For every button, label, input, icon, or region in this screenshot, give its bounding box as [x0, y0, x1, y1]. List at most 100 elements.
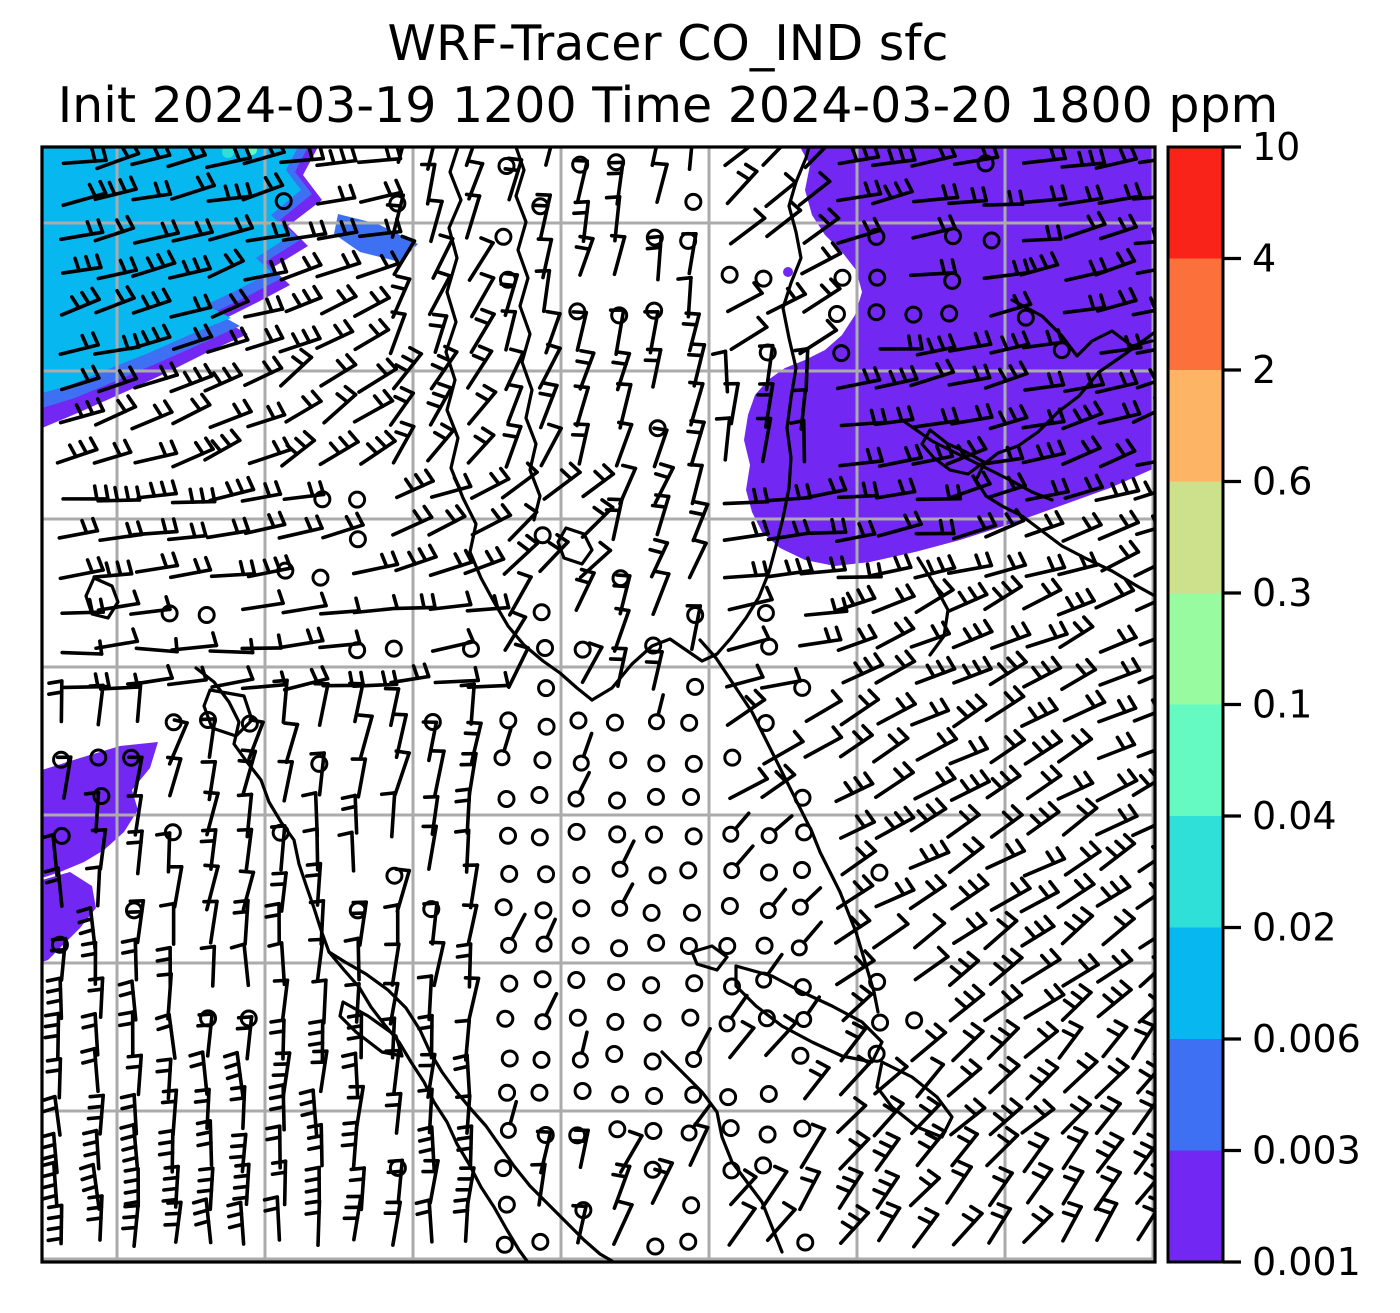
- barb-staff: [948, 959, 981, 988]
- barb-staff: [1096, 742, 1137, 761]
- coastline-east-coast-lowland: [698, 638, 880, 1014]
- barb-staff: [537, 1162, 547, 1207]
- barb-feather: [1114, 582, 1126, 597]
- barb-staff: [1063, 382, 1105, 394]
- barb-staff: [1095, 814, 1139, 837]
- barb-staff: [58, 343, 100, 357]
- light-wind-stick: [729, 993, 749, 1020]
- station-circle: [499, 1121, 517, 1139]
- barb-staff: [168, 757, 183, 798]
- barb-staff: [389, 791, 397, 839]
- barb-feather: [962, 842, 976, 856]
- barb-feather: [602, 463, 616, 476]
- barb-feather: [158, 1128, 175, 1135]
- barb-feather: [422, 901, 439, 906]
- calm-circle: [868, 268, 887, 287]
- barb-feather: [455, 942, 473, 948]
- barb-feather: [306, 1122, 324, 1130]
- barb-staff: [839, 1027, 868, 1063]
- barb-feather: [86, 1115, 104, 1121]
- barb-feather: [387, 1158, 405, 1164]
- barb-feather: [1022, 290, 1033, 307]
- barb-feather: [304, 872, 322, 878]
- barb-feather: [229, 428, 242, 443]
- barb-feather: [463, 548, 474, 564]
- barb-staff: [1132, 711, 1155, 723]
- barb-feather: [741, 1201, 757, 1211]
- barb-feather: [992, 147, 1000, 159]
- barb-feather: [482, 383, 498, 394]
- barb-feather: [112, 441, 122, 458]
- barb-staff: [1061, 1205, 1083, 1243]
- barb-feather: [192, 296, 202, 312]
- barb-staff: [281, 603, 328, 615]
- barb-feather: [474, 317, 491, 326]
- barb-feather: [1039, 953, 1053, 968]
- barb-staff: [803, 1065, 831, 1101]
- barb-feather: [616, 420, 634, 427]
- barb-staff: [284, 722, 300, 765]
- barb-feather: [938, 518, 945, 536]
- barb-staff: [613, 195, 622, 243]
- station-circle: [680, 1124, 698, 1142]
- barb-staff: [131, 192, 173, 202]
- barb-feather: [1127, 803, 1139, 818]
- barb-feather: [1125, 731, 1137, 747]
- barb-staff: [350, 830, 356, 873]
- barb-feather: [210, 439, 223, 453]
- barb-feather: [821, 246, 833, 261]
- barb-feather: [1078, 958, 1091, 973]
- barb-feather: [1008, 407, 1018, 423]
- barb-feather: [274, 480, 283, 496]
- barb-staff: [241, 183, 285, 202]
- barb-staff: [580, 505, 615, 539]
- barb-staff: [575, 159, 589, 204]
- barb-staff: [284, 295, 323, 314]
- barb-feather: [160, 517, 168, 535]
- barb-feather: [761, 625, 771, 641]
- barb-feather: [339, 220, 348, 236]
- calm-circle: [682, 788, 701, 807]
- barb-feather: [123, 1199, 141, 1206]
- barb-feather: [382, 388, 395, 403]
- barb-feather: [806, 556, 814, 573]
- barb-feather: [391, 712, 408, 717]
- barb-staff: [205, 1012, 214, 1058]
- barb-feather: [965, 917, 979, 931]
- barb-feather: [573, 384, 591, 390]
- barb-feather: [1096, 370, 1105, 387]
- barb-feather: [245, 182, 253, 199]
- barb-feather: [1037, 1027, 1051, 1040]
- barb-feather: [400, 234, 417, 243]
- barb-feather: [271, 222, 280, 239]
- barb-feather: [1128, 213, 1138, 229]
- barb-feather: [513, 642, 530, 650]
- barb-feather: [379, 253, 390, 269]
- barb-feather: [285, 443, 299, 456]
- barb-feather: [1075, 591, 1086, 607]
- barb-staff: [133, 937, 139, 982]
- barb-staff: [245, 232, 291, 243]
- barb-feather: [932, 913, 947, 926]
- barb-staff: [835, 958, 876, 987]
- barb-staff: [132, 231, 180, 245]
- barb-staff: [58, 568, 105, 581]
- barb-feather: [384, 147, 392, 162]
- barb-staff: [353, 296, 391, 318]
- barb-feather: [751, 487, 759, 505]
- barb-feather: [161, 287, 172, 303]
- barb-staff: [394, 1091, 403, 1135]
- barb-staff: [1025, 489, 1070, 502]
- barb-feather: [1019, 404, 1029, 420]
- barb-feather: [858, 909, 872, 923]
- barb-staff: [797, 179, 832, 207]
- barb-feather: [307, 937, 325, 942]
- barb-feather: [433, 430, 448, 441]
- barb-feather: [1088, 840, 1102, 854]
- barb-feather: [1162, 296, 1167, 308]
- barb-feather: [1097, 1207, 1114, 1216]
- barb-feather: [1034, 1131, 1050, 1141]
- barb-feather: [291, 332, 301, 348]
- colorbar-segment: [1168, 370, 1223, 482]
- calm-circle: [680, 713, 699, 732]
